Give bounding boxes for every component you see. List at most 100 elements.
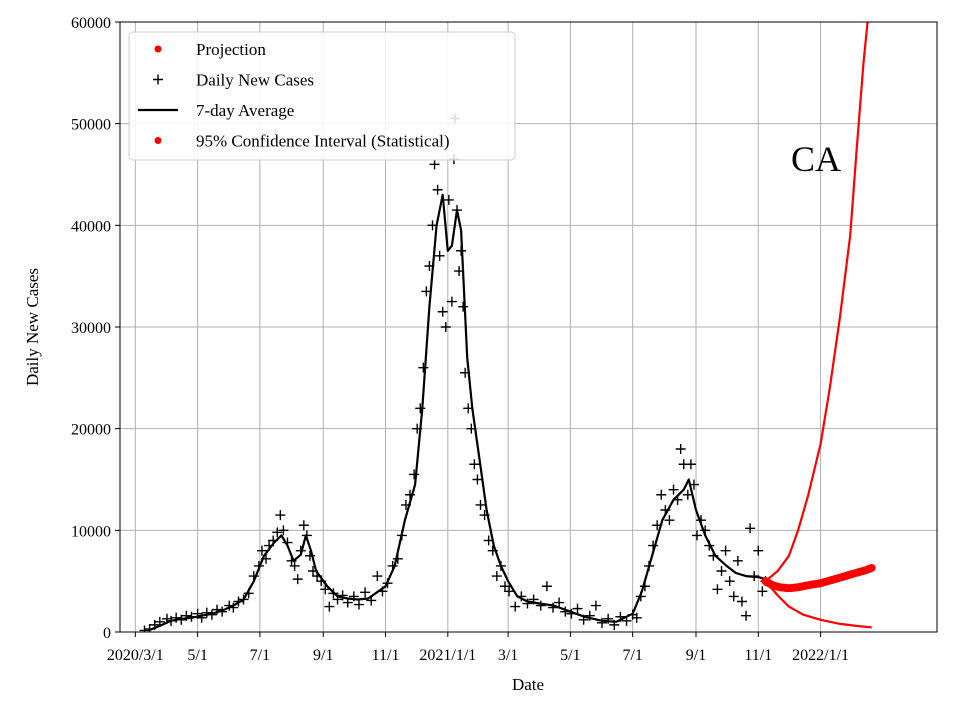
- seven-day-average-line: [149, 193, 766, 632]
- daily-case-marker: [196, 612, 207, 623]
- daily-case-marker: [664, 515, 675, 526]
- axis-ticks: 2020/3/1 5/1 7/1 9/1 11/1 2021/1/1 3/1 5/1 7/1 9/…: [71, 15, 849, 664]
- daily-case-marker: [535, 600, 546, 611]
- daily-case-marker: [572, 603, 583, 614]
- legend-entry-projection: Projection: [154, 40, 266, 59]
- daily-case-marker: [554, 597, 565, 608]
- ci-lower-line: [764, 580, 872, 629]
- daily-case-marker: [732, 555, 743, 566]
- x-tick-label: 3/1: [498, 647, 518, 664]
- legend-label: Daily New Cases: [196, 71, 314, 90]
- y-tick-label: 40000: [71, 218, 111, 235]
- daily-case-marker: [472, 474, 483, 485]
- daily-case-marker: [458, 301, 469, 312]
- daily-case-marker: [139, 625, 150, 632]
- daily-case-marker: [597, 617, 608, 628]
- daily-case-marker: [716, 566, 727, 576]
- daily-case-marker: [415, 403, 426, 414]
- x-axis-label: Date: [512, 675, 544, 694]
- legend-marker-dot: [154, 45, 162, 53]
- daily-case-marker: [757, 586, 768, 597]
- legend-entry-avg: 7-day Average: [138, 101, 294, 120]
- projection-point: [867, 563, 876, 572]
- daily-case-marker: [320, 584, 331, 595]
- daily-case-marker: [298, 520, 309, 531]
- daily-case-marker: [256, 545, 267, 556]
- daily-case-marker: [409, 469, 420, 480]
- daily-case-marker: [405, 489, 416, 500]
- daily-case-marker: [522, 598, 533, 609]
- legend-entry-daily: Daily New Cases: [153, 71, 314, 90]
- daily-case-marker: [728, 591, 739, 602]
- daily-case-marker: [631, 612, 642, 623]
- daily-case-marker: [337, 590, 348, 601]
- daily-case-marker: [434, 250, 445, 261]
- legend-label: 7-day Average: [196, 101, 294, 120]
- legend-marker-dot: [154, 137, 162, 144]
- y-tick-label: 10000: [71, 523, 111, 540]
- daily-case-marker: [475, 499, 486, 510]
- daily-case-marker: [712, 584, 723, 595]
- daily-case-marker: [692, 530, 703, 541]
- x-tick-label: 11/1: [372, 647, 400, 664]
- legend-box: [128, 31, 516, 161]
- daily-case-marker: [675, 444, 686, 454]
- x-tick-label: 5/1: [560, 647, 580, 664]
- daily-case-marker: [292, 574, 303, 585]
- plot-area: [139, 22, 876, 632]
- daily-case-marker: [353, 599, 364, 610]
- y-axis-label: Daily New Cases: [23, 268, 42, 386]
- daily-case-marker: [272, 527, 283, 538]
- legend-marker-plus: [153, 74, 163, 85]
- y-tick-label: 30000: [71, 320, 111, 337]
- daily-case-marker: [446, 296, 457, 307]
- daily-case-marker: [437, 306, 448, 317]
- legend-label: Projection: [196, 40, 266, 59]
- daily-case-marker: [278, 525, 289, 536]
- daily-case-marker: [736, 596, 747, 607]
- x-tick-label: 2020/3/1: [107, 647, 164, 664]
- x-tick-label: 2021/1/1: [419, 647, 476, 664]
- daily-case-marker: [360, 587, 371, 598]
- daily-case-marker: [429, 159, 440, 170]
- daily-case-marker: [724, 576, 735, 587]
- legend-entry-ci: 95% Confidence Interval (Statistical): [154, 132, 450, 151]
- y-tick-label: 60000: [71, 15, 111, 32]
- daily-case-marker: [324, 601, 335, 612]
- daily-case-marker: [432, 184, 443, 195]
- y-tick-label: 20000: [71, 422, 111, 439]
- daily-case-marker: [201, 607, 212, 618]
- daily-case-marker: [682, 489, 693, 500]
- x-tick-label: 2022/1/1: [792, 647, 849, 664]
- x-tick-label: 7/1: [250, 647, 270, 664]
- daily-case-marker: [500, 581, 511, 592]
- daily-case-marker: [418, 362, 429, 373]
- daily-case-marker: [668, 484, 679, 495]
- daily-case-marker: [469, 459, 480, 470]
- daily-case-marker: [275, 510, 286, 521]
- daily-case-marker: [685, 459, 696, 470]
- daily-case-marker: [504, 586, 515, 597]
- x-tick-label: 5/1: [187, 647, 207, 664]
- daily-case-marker: [541, 581, 552, 592]
- daily-case-marker: [656, 489, 667, 500]
- legend: Projection Daily New Cases 7-day Average 95…: [128, 31, 516, 161]
- daily-case-marker: [720, 545, 731, 556]
- daily-case-marker: [171, 612, 182, 623]
- daily-case-marker: [753, 545, 764, 556]
- daily-case-marker: [745, 523, 756, 534]
- daily-case-marker: [440, 322, 451, 332]
- y-tick-label: 0: [103, 625, 111, 642]
- x-tick-label: 9/1: [686, 647, 706, 664]
- daily-case-marker: [491, 571, 502, 582]
- y-tick-label: 50000: [71, 117, 111, 134]
- x-tick-label: 11/1: [744, 647, 772, 664]
- legend-label: 95% Confidence Interval (Statistical): [196, 132, 450, 151]
- daily-case-marker: [590, 600, 601, 611]
- ci-upper-line: [764, 22, 869, 583]
- region-label: CA: [791, 139, 841, 179]
- daily-case-marker: [372, 571, 383, 582]
- daily-case-marker: [510, 601, 521, 612]
- x-tick-label: 9/1: [313, 647, 333, 664]
